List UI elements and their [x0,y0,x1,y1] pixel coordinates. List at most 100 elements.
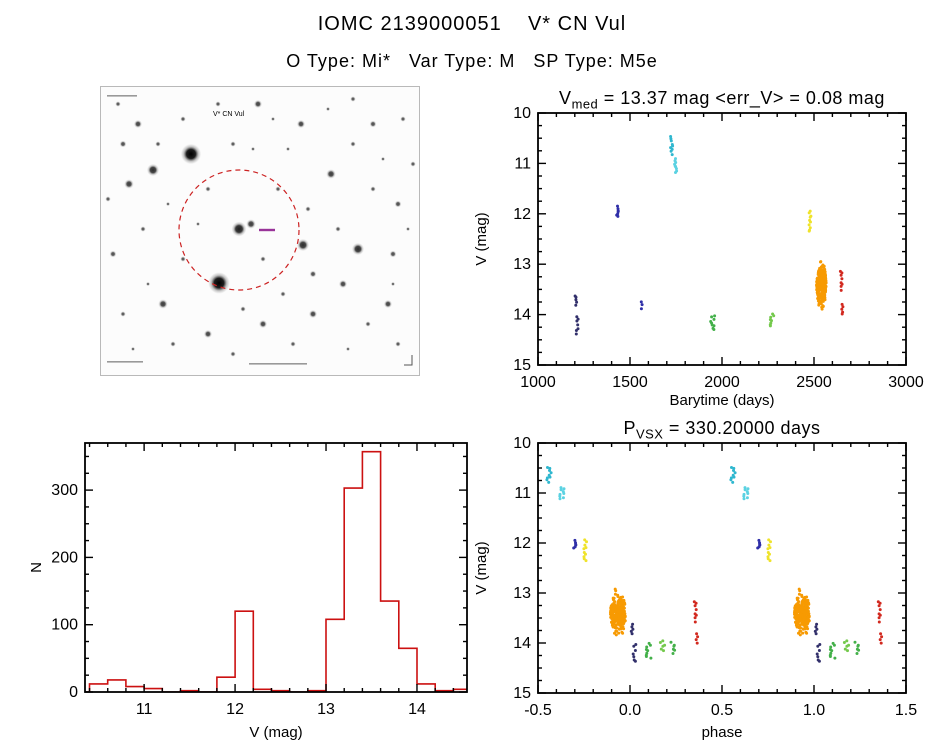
y-tick-label: 10 [513,105,531,122]
star [215,101,221,107]
star [158,299,168,309]
star [231,221,247,237]
obs-group-navy [639,300,644,311]
x-tick-label: 0.0 [619,702,641,719]
lightcurve-title: Vmed = 13.37 mag <err_V> = 0.08 mag [559,88,885,112]
star [326,169,336,179]
obs-group-cyan [669,135,675,157]
obs-group-green_light [768,312,776,328]
star [140,226,146,232]
page-title: IOMC 2139000051 V* CN Vul [317,13,627,35]
x-tick-label: 13 [317,701,335,718]
obs-group-navy [615,204,620,218]
plot-frame [84,442,468,693]
x-tick-label: 3000 [888,374,924,391]
obs-group-red [838,269,844,292]
y-tick-label: 12 [513,206,531,223]
star [130,346,136,352]
star [410,161,416,167]
plot-data [85,450,467,692]
y-tick-label: 13 [513,256,531,273]
star [308,309,318,319]
star [370,186,376,192]
y-tick-label: 15 [513,685,531,702]
annotation-mark [107,95,137,97]
star [253,99,263,109]
star [335,226,341,232]
star [115,101,121,107]
x-tick-label: 11 [136,701,153,718]
x-tick-label: -0.5 [524,702,552,719]
obs-group-navy_dark [573,294,579,307]
obs-group-cyan [545,466,737,484]
star [380,156,386,162]
star [369,120,377,128]
y-tick-label: 15 [513,357,531,374]
star [383,299,393,309]
obs-group-orange [609,587,811,637]
y-tick-label: 12 [513,535,531,552]
star [280,291,286,297]
star [285,146,291,152]
x-axis-label: phase [702,724,743,741]
star [208,272,230,294]
annotation-mark [249,363,307,365]
star [350,96,356,102]
annotation-mark [107,361,143,363]
star [290,341,296,347]
star [394,200,402,208]
y-tick-label: 300 [51,482,78,499]
star [203,329,213,339]
x-tick-label: 1.5 [895,702,917,719]
y-axis-label: V (mag) [473,541,490,594]
scale-bracket [404,355,413,366]
star [309,270,317,278]
x-tick-label: 1500 [612,374,648,391]
star [296,238,310,252]
phase-plot-title: PVSX = 330.20000 days [623,418,821,442]
plot-frame [537,442,907,694]
obs-group-red [694,632,884,645]
y-tick-label: 14 [513,635,531,652]
y-tick-label: 0 [69,684,78,701]
star [170,341,176,347]
star [275,186,281,192]
star [105,196,111,202]
obs-group-orange [815,260,828,311]
target-label: V* CN Vul [213,111,245,118]
star [195,221,201,227]
obs-group-green_light [658,639,851,653]
star [260,256,266,262]
star [345,346,351,352]
x-axis-label: V (mag) [249,724,302,741]
y-tick-label: 11 [514,155,531,172]
star [133,119,143,129]
obs-group-green [669,640,861,655]
star [240,306,246,312]
histogram-plot: 11 12 13 14 0 100 200 300 V (mag) N [28,442,468,741]
star [305,206,311,212]
star [325,106,331,112]
star [230,351,236,357]
x-tick-label: 12 [226,701,244,718]
star [395,341,401,347]
x-axis-label: Barytime (days) [669,392,774,409]
obs-group-red [692,600,882,624]
lightcurve-plot: 1000 1500 2000 2500 3000 10 11 12 13 14 15 Barytime… [473,105,924,409]
star [246,219,256,229]
x-tick-label: 14 [408,701,426,718]
star [119,140,127,148]
obs-group-cyan_light [558,486,750,501]
y-tick-label: 11 [514,485,531,502]
obs-group-red [840,302,845,316]
star [230,141,236,147]
y-axis-label: N [28,562,45,573]
y-tick-label: 200 [51,549,78,566]
star [124,179,134,189]
star [405,226,411,232]
star [389,250,397,258]
y-tick-label: 100 [51,617,78,634]
obs-group-navy_dark [629,622,819,636]
star [351,242,365,256]
